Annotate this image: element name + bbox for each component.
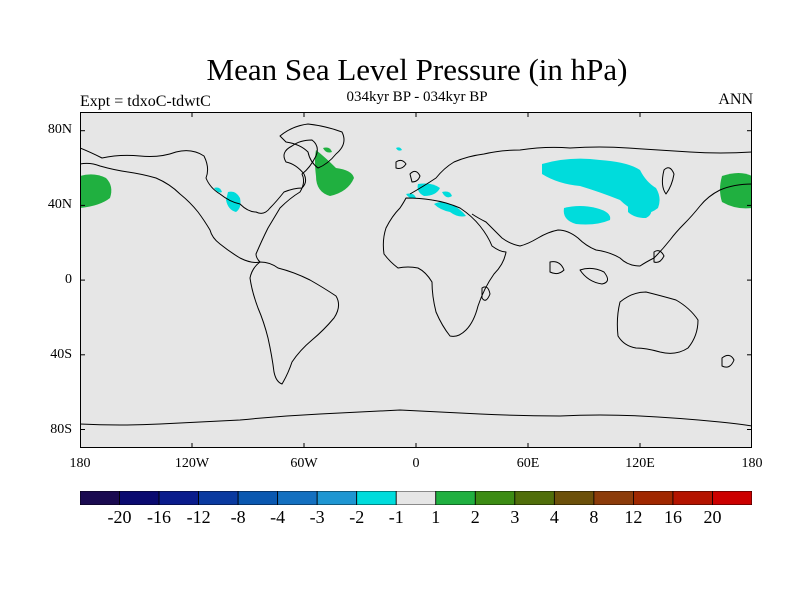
lon-tick-label: 120E xyxy=(625,456,655,471)
lon-tick-label: 60W xyxy=(290,456,318,471)
colorbar-swatch xyxy=(514,491,555,505)
asia-south-coast xyxy=(471,183,752,267)
period-label: 034kyr BP - 034kyr BP xyxy=(346,89,488,105)
ireland-coast xyxy=(409,170,421,183)
axis-ticks xyxy=(80,112,752,448)
colorbar-label: -20 xyxy=(107,507,132,527)
lat-tick-label: 0 xyxy=(65,272,72,287)
positive-anomaly-patch xyxy=(80,174,112,208)
colorbar-swatch xyxy=(633,491,674,505)
colorbar-label: -3 xyxy=(309,507,325,527)
australia-coast xyxy=(616,291,699,354)
colorbar xyxy=(80,491,752,505)
world-map xyxy=(80,112,752,448)
colorbar-swatch xyxy=(237,491,279,505)
colorbar-swatch xyxy=(435,491,476,505)
sumatra-coast xyxy=(549,261,565,275)
anomaly-fields xyxy=(80,147,752,225)
colorbar-swatch xyxy=(119,491,160,505)
lon-tick-label: 60E xyxy=(516,456,540,471)
colorbar-label: -2 xyxy=(349,507,365,527)
lat-tick-label: 40N xyxy=(47,197,72,212)
colorbar-label: 20 xyxy=(703,507,722,527)
colorbar-swatch xyxy=(672,491,713,505)
colorbar-swatch xyxy=(80,491,120,505)
colorbar-swatches xyxy=(80,491,752,505)
colorbar-swatch xyxy=(316,491,358,505)
map-panel xyxy=(80,112,752,448)
eurasia-north-coast xyxy=(409,146,752,195)
coastlines xyxy=(80,123,752,427)
positive-anomaly-patch xyxy=(315,150,354,196)
colorbar-swatch xyxy=(712,491,752,505)
africa-coast xyxy=(382,197,507,337)
map-background xyxy=(80,112,752,448)
antarctica-coast xyxy=(80,409,752,427)
colorbar-label: 16 xyxy=(663,507,682,527)
uk-coast xyxy=(395,159,407,169)
new-zealand-coast xyxy=(721,354,735,368)
lat-tick-label: 80N xyxy=(47,122,72,137)
colorbar-label: -8 xyxy=(230,507,246,527)
colorbar-label: 12 xyxy=(624,507,643,527)
colorbar-label: 4 xyxy=(549,507,559,527)
colorbar-swatch xyxy=(356,491,397,505)
madagascar-coast xyxy=(481,286,491,301)
season-label: ANN xyxy=(718,91,753,108)
japan-coast xyxy=(661,167,675,195)
lon-tick-label: 180 xyxy=(741,456,763,471)
south-america-coast xyxy=(249,261,340,385)
colorbar-label: -16 xyxy=(147,507,172,527)
colorbar-label: 3 xyxy=(510,507,520,527)
colorbar-label: 1 xyxy=(431,507,441,527)
negative-anomaly-patch xyxy=(542,158,660,214)
lat-tick-label: 40S xyxy=(50,347,72,362)
experiment-label: Expt = tdxoC-tdwtC xyxy=(80,93,211,110)
colorbar-swatch xyxy=(158,491,199,505)
colorbar-swatch xyxy=(198,491,239,505)
colorbar-label: -12 xyxy=(186,507,211,527)
colorbar-label: -1 xyxy=(388,507,404,527)
colorbar-swatch xyxy=(553,491,595,505)
borneo-coast xyxy=(579,267,608,285)
colorbar-label: -4 xyxy=(270,507,286,527)
lat-tick-label: 80S xyxy=(50,422,72,437)
colorbar-swatch xyxy=(474,491,516,505)
colorbar-swatch xyxy=(395,491,437,505)
colorbar-swatch xyxy=(593,491,634,505)
colorbar-swatch xyxy=(277,491,318,505)
lon-tick-label: 0 xyxy=(412,456,420,471)
positive-anomaly-patch xyxy=(720,173,752,209)
lon-tick-label: 180 xyxy=(69,456,91,471)
map-title: Mean Sea Level Pressure (in hPa) xyxy=(206,52,628,87)
philippines-coast xyxy=(653,250,665,263)
greenland-coast xyxy=(279,123,345,169)
lon-tick-label: 120W xyxy=(174,456,210,471)
colorbar-label: 8 xyxy=(589,507,599,527)
north-america-coast xyxy=(80,139,318,263)
colorbar-label: 2 xyxy=(470,507,480,527)
